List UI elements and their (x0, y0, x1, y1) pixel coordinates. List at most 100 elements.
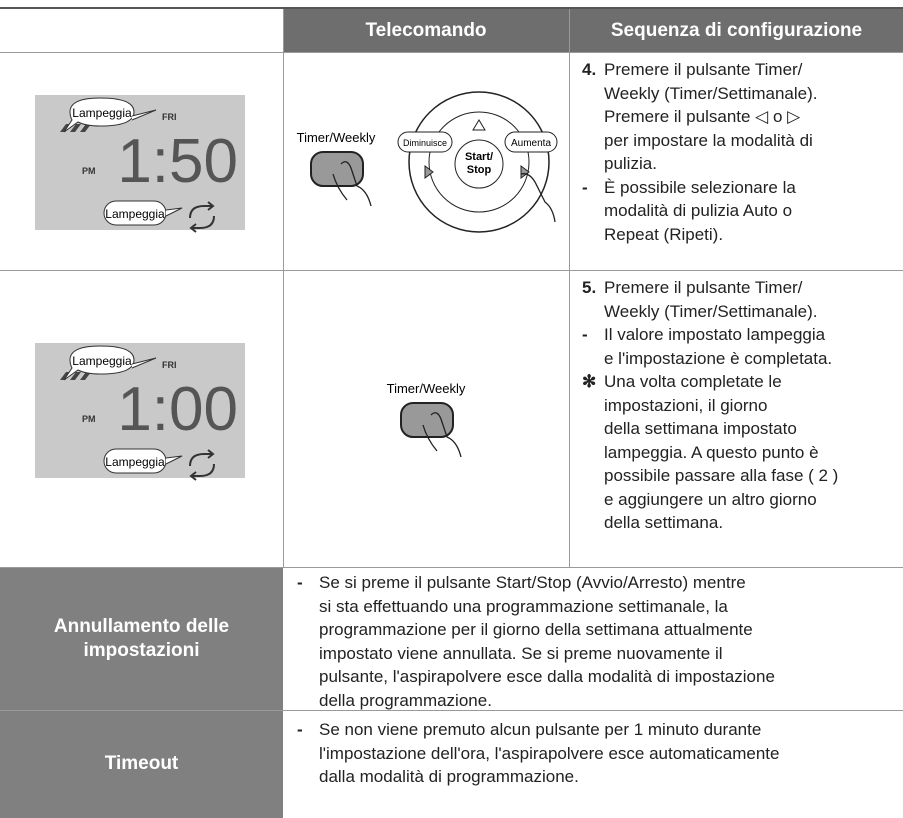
list-text: Premere il pulsante Timer/Weekly (Timer/… (604, 58, 818, 176)
note-text-cell: - Se non viene premuto alcun pulsante per… (283, 710, 903, 818)
header-text: Telecomando (365, 19, 487, 41)
row-rule (0, 567, 903, 568)
text-line: Se si preme il pulsante Start/Stop (Avvi… (319, 573, 746, 592)
lcd-ampm: PM (82, 166, 96, 176)
text-line: Weekly (Timer/Settimanale). (604, 301, 818, 321)
col-rule (569, 9, 570, 567)
text-line: Se non viene premuto alcun pulsante per … (319, 720, 762, 739)
lcd-day: FRI (162, 112, 177, 122)
hand (332, 161, 372, 207)
text-line: impostato viene annullata. Se si preme n… (319, 643, 723, 663)
remote-cell: Timer/Weekly (283, 270, 570, 567)
note-text-cell: - Se si preme il pulsante Start/Stop (Avv… (283, 567, 903, 710)
text-line: Una volta completate le (604, 372, 782, 391)
start-label: Start/ (465, 151, 493, 163)
text-line: dalla modalità di programmazione. (319, 767, 579, 786)
note-label: Timeout (104, 753, 179, 774)
list-text: Premere il pulsante Timer/Weekly (Timer/… (604, 276, 818, 323)
list-marker: ✻ (582, 372, 597, 391)
text-line: Premere il pulsante Timer/ (604, 278, 803, 297)
start-button (454, 139, 504, 189)
bubble-text: Lampeggia (105, 207, 165, 221)
left-bubble (397, 131, 453, 153)
note-label: Annullamento delle impostazioni (53, 615, 230, 661)
list-marker: 4. (582, 60, 597, 79)
bubble-tail (165, 455, 183, 465)
list-marker: - (297, 720, 303, 739)
list-marker: - (582, 177, 588, 197)
text-line: programmazione per il giorno della setti… (319, 620, 753, 639)
arrow-up (472, 119, 486, 131)
lcd-time: 1:00 (117, 375, 238, 444)
list-marker: - (582, 325, 588, 344)
hand (520, 173, 556, 223)
lcd-illustration: FRI PM 1:00 Lampeggia Lampeggia (35, 343, 245, 481)
list-item: - Se non viene premuto alcun pulsante per… (297, 718, 895, 789)
bubble-tail (131, 109, 157, 121)
bubble-text: Lampeggia (72, 354, 132, 368)
text-line: pulizia. (604, 154, 657, 173)
lcd-time: 1:50 (117, 127, 238, 196)
text-line: Premere il pulsante Timer/ (604, 60, 803, 79)
header-cell: Telecomando (283, 9, 569, 52)
instruction-cell: 4. Premere il pulsante Timer/Weekly (Time… (570, 52, 903, 270)
start-label: Stop (467, 164, 492, 176)
list-text: Il valore impostato lampeggia e l'imposta… (604, 323, 832, 370)
bubble (63, 97, 135, 133)
text-line: possibile passare alla fase ( 2 ) (604, 466, 839, 485)
bubble-text: Lampeggia (105, 455, 165, 469)
note-label-cell: Annullamento delle impostazioni (0, 567, 283, 710)
text-line: lampeggia. A questo punto è (604, 442, 819, 462)
text-line: È possibile selezionare la (604, 177, 796, 197)
lcd-day: FRI (162, 360, 177, 370)
text-line: Repeat (Ripeti). (604, 224, 724, 244)
row-rule (0, 52, 903, 53)
list-text: È possibile selezionare la modalità di pu… (604, 176, 796, 247)
lcd-illustration: FRI PM 1:50 Lampeggia Lampeggia (35, 95, 245, 233)
instruction-cell: 5. Premere il pulsante Timer/Weekly (Time… (570, 270, 903, 567)
header-text: Sequenza di configurazione (610, 19, 863, 41)
remote-illustration: Start/Stop Diminuisce Aumenta Timer/Weekly (297, 91, 558, 233)
remote-illustration: Timer/Weekly (387, 381, 466, 458)
lcd-ampm: PM (82, 414, 96, 424)
list-item: ✻ Una volta completate le impostazioni, il… (582, 370, 895, 535)
lcd-cell: FRI PM 1:00 Lampeggia Lampeggia (0, 270, 283, 567)
remote-cell: Start/Stop Diminuisce Aumenta Timer/Weekly (283, 52, 570, 270)
list-text: Una volta completate le impostazioni, il … (604, 370, 838, 535)
hand (422, 412, 462, 458)
text-line: si sta effettuando una programmazione se… (319, 596, 728, 616)
text-line: e l'impostazione è completata. (604, 348, 833, 368)
left-label: Diminuisce (403, 138, 447, 148)
col-rule (283, 9, 284, 567)
bubble (63, 345, 135, 381)
text-line: della settimana. (604, 513, 724, 532)
text-line: Il valore impostato lampeggia (604, 325, 826, 344)
lcd-cell: FRI PM 1:50 Lampeggia Lampeggia (0, 52, 283, 270)
button-label: Timer/Weekly (387, 381, 466, 396)
bubble-text: Lampeggia (72, 106, 132, 120)
text-line: modalità di pulizia Auto o (604, 201, 793, 220)
arrow-right (520, 165, 530, 179)
list-marker: 5. (582, 278, 597, 297)
right-label: Aumenta (511, 138, 551, 149)
button-label: Timer/Weekly (297, 130, 376, 145)
list-item: 5. Premere il pulsante Timer/Weekly (Time… (582, 276, 895, 323)
list-item: -È possibile selezionare la modalità di p… (582, 176, 895, 247)
arrow-left (424, 165, 434, 179)
list-item: 4. Premere il pulsante Timer/Weekly (Time… (582, 58, 895, 176)
bubble-tail (131, 357, 157, 369)
text-line: impostazioni, il giorno (604, 395, 768, 415)
text-line: della programmazione. (319, 690, 492, 710)
text-line: Weekly (Timer/Settimanale). (604, 83, 818, 103)
right-bubble (504, 131, 558, 153)
text-line: per impostare la modalità di (604, 130, 813, 150)
list-item: - Il valore impostato lampeggia e l'impost… (582, 323, 895, 370)
row-rule (0, 710, 903, 711)
header-cell: Sequenza di configurazione (570, 9, 903, 52)
text-line: della settimana impostato (604, 419, 797, 438)
list-text: Se non viene premuto alcun pulsante per … (319, 718, 779, 789)
text-line: l'impostazione dell'ora, l'aspirapolvere… (319, 743, 780, 763)
bubble-tail (165, 207, 183, 217)
text-line: Premere il pulsante ◁ o ▷ (604, 107, 801, 126)
